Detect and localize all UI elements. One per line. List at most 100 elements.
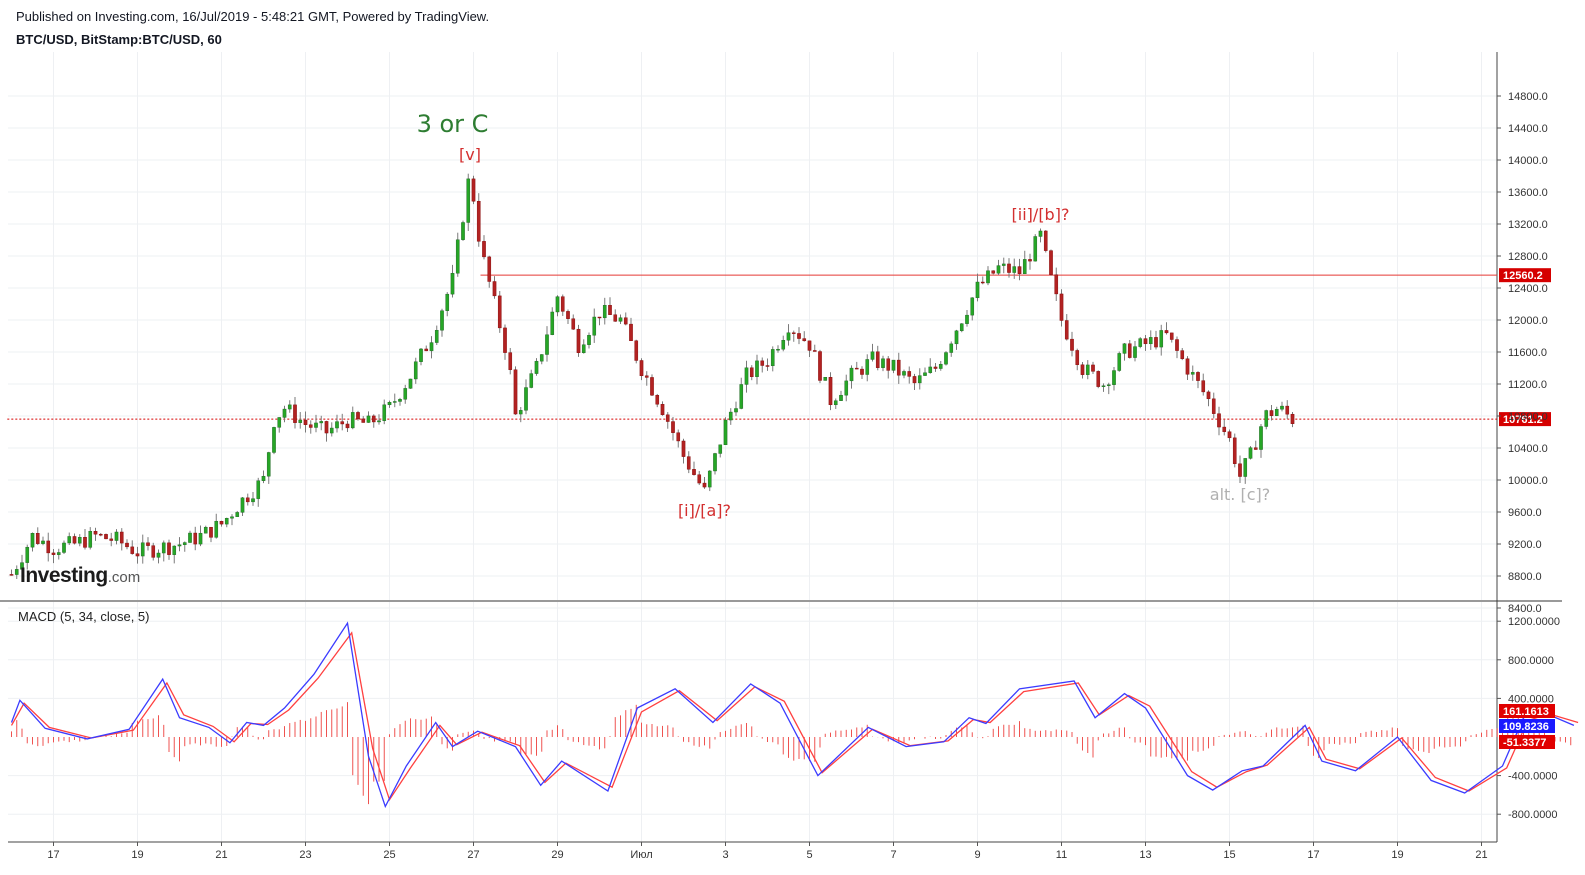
candle-down[interactable]: [1164, 330, 1169, 334]
candle-down[interactable]: [1028, 259, 1032, 262]
candle-down[interactable]: [1232, 437, 1237, 464]
candle-up[interactable]: [545, 334, 549, 355]
candle-up[interactable]: [350, 412, 355, 429]
candle-up[interactable]: [319, 421, 324, 424]
candle-down[interactable]: [1143, 338, 1148, 345]
candle-down[interactable]: [345, 423, 350, 429]
candle-down[interactable]: [219, 520, 224, 525]
candle-down[interactable]: [51, 552, 56, 555]
candle-up[interactable]: [839, 394, 843, 401]
candle-down[interactable]: [860, 368, 864, 375]
candle-up[interactable]: [434, 330, 439, 343]
candle-up[interactable]: [534, 360, 539, 374]
candle-down[interactable]: [896, 359, 901, 376]
candle-up[interactable]: [1117, 353, 1122, 371]
candle-down[interactable]: [854, 367, 859, 370]
candle-down[interactable]: [933, 366, 938, 369]
candle-up[interactable]: [419, 348, 423, 362]
candle-up[interactable]: [88, 531, 93, 548]
candle-up[interactable]: [917, 375, 922, 384]
candle-down[interactable]: [303, 419, 308, 425]
candle-down[interactable]: [828, 377, 833, 406]
candle-up[interactable]: [1264, 410, 1269, 427]
candle-up[interactable]: [891, 359, 896, 371]
candle-up[interactable]: [1148, 337, 1153, 345]
candle-down[interactable]: [676, 432, 681, 442]
candle-down[interactable]: [135, 553, 140, 557]
candle-up[interactable]: [182, 542, 187, 545]
candle-down[interactable]: [1007, 263, 1011, 273]
candle-down[interactable]: [634, 340, 639, 361]
candle-up[interactable]: [198, 532, 203, 545]
candle-up[interactable]: [728, 411, 733, 421]
candle-up[interactable]: [440, 310, 444, 331]
candle-up[interactable]: [329, 427, 334, 434]
candle-up[interactable]: [1022, 259, 1027, 275]
candle-down[interactable]: [613, 314, 618, 322]
candle-up[interactable]: [1038, 230, 1043, 237]
candle-up[interactable]: [445, 293, 450, 311]
candle-up[interactable]: [403, 388, 408, 400]
candle-up[interactable]: [114, 531, 119, 541]
candle-down[interactable]: [760, 360, 765, 366]
candle-down[interactable]: [660, 404, 665, 416]
candle-down[interactable]: [1059, 293, 1064, 321]
candle-up[interactable]: [524, 387, 528, 411]
candle-up[interactable]: [266, 452, 271, 477]
candle-down[interactable]: [1017, 266, 1022, 275]
candle-down[interactable]: [324, 421, 329, 434]
candle-up[interactable]: [466, 178, 471, 223]
candle-down[interactable]: [1070, 338, 1074, 351]
candle-up[interactable]: [203, 526, 208, 534]
candle-down[interactable]: [912, 376, 917, 384]
candle-up[interactable]: [62, 542, 66, 553]
candle-up[interactable]: [251, 498, 255, 503]
candle-up[interactable]: [1122, 343, 1127, 354]
candle-up[interactable]: [755, 360, 759, 377]
candle-down[interactable]: [1096, 371, 1101, 387]
candle-down[interactable]: [1290, 413, 1295, 424]
candle-up[interactable]: [786, 332, 791, 341]
candle-down[interactable]: [623, 317, 628, 325]
candle-up[interactable]: [408, 378, 413, 389]
candle-up[interactable]: [240, 497, 245, 513]
candle-down[interactable]: [193, 532, 198, 545]
candle-up[interactable]: [1106, 384, 1111, 386]
candle-up[interactable]: [986, 270, 990, 284]
candle-up[interactable]: [518, 410, 523, 415]
candle-up[interactable]: [20, 562, 24, 570]
candle-up[interactable]: [1243, 458, 1248, 477]
candle-down[interactable]: [1206, 391, 1211, 400]
candle-up[interactable]: [833, 400, 838, 406]
candle-down[interactable]: [356, 412, 360, 420]
candle-up[interactable]: [865, 359, 870, 375]
candle-up[interactable]: [707, 470, 712, 488]
candle-down[interactable]: [1196, 372, 1200, 381]
candle-down[interactable]: [655, 395, 660, 405]
candle-up[interactable]: [555, 296, 560, 313]
candle-up[interactable]: [287, 404, 292, 410]
candle-up[interactable]: [1159, 330, 1164, 348]
candle-down[interactable]: [671, 421, 675, 433]
candle-down[interactable]: [497, 295, 502, 329]
candle-up[interactable]: [30, 533, 35, 548]
candle-up[interactable]: [387, 401, 392, 406]
candle-up[interactable]: [235, 512, 240, 517]
candle-down[interactable]: [875, 351, 880, 368]
candle-down[interactable]: [46, 540, 51, 554]
candle-up[interactable]: [261, 475, 266, 481]
candle-up[interactable]: [550, 311, 555, 335]
candles[interactable]: [9, 173, 1295, 580]
candle-down[interactable]: [130, 546, 135, 554]
candle-up[interactable]: [461, 222, 465, 240]
candle-up[interactable]: [870, 351, 875, 360]
candle-down[interactable]: [482, 241, 486, 258]
candle-up[interactable]: [1001, 263, 1006, 266]
candle-down[interactable]: [807, 340, 812, 351]
candle-up[interactable]: [723, 419, 728, 446]
candle-up[interactable]: [398, 399, 402, 402]
candle-up[interactable]: [335, 421, 339, 429]
candle-down[interactable]: [93, 531, 98, 535]
candle-up[interactable]: [954, 330, 959, 345]
candle-up[interactable]: [41, 540, 45, 544]
